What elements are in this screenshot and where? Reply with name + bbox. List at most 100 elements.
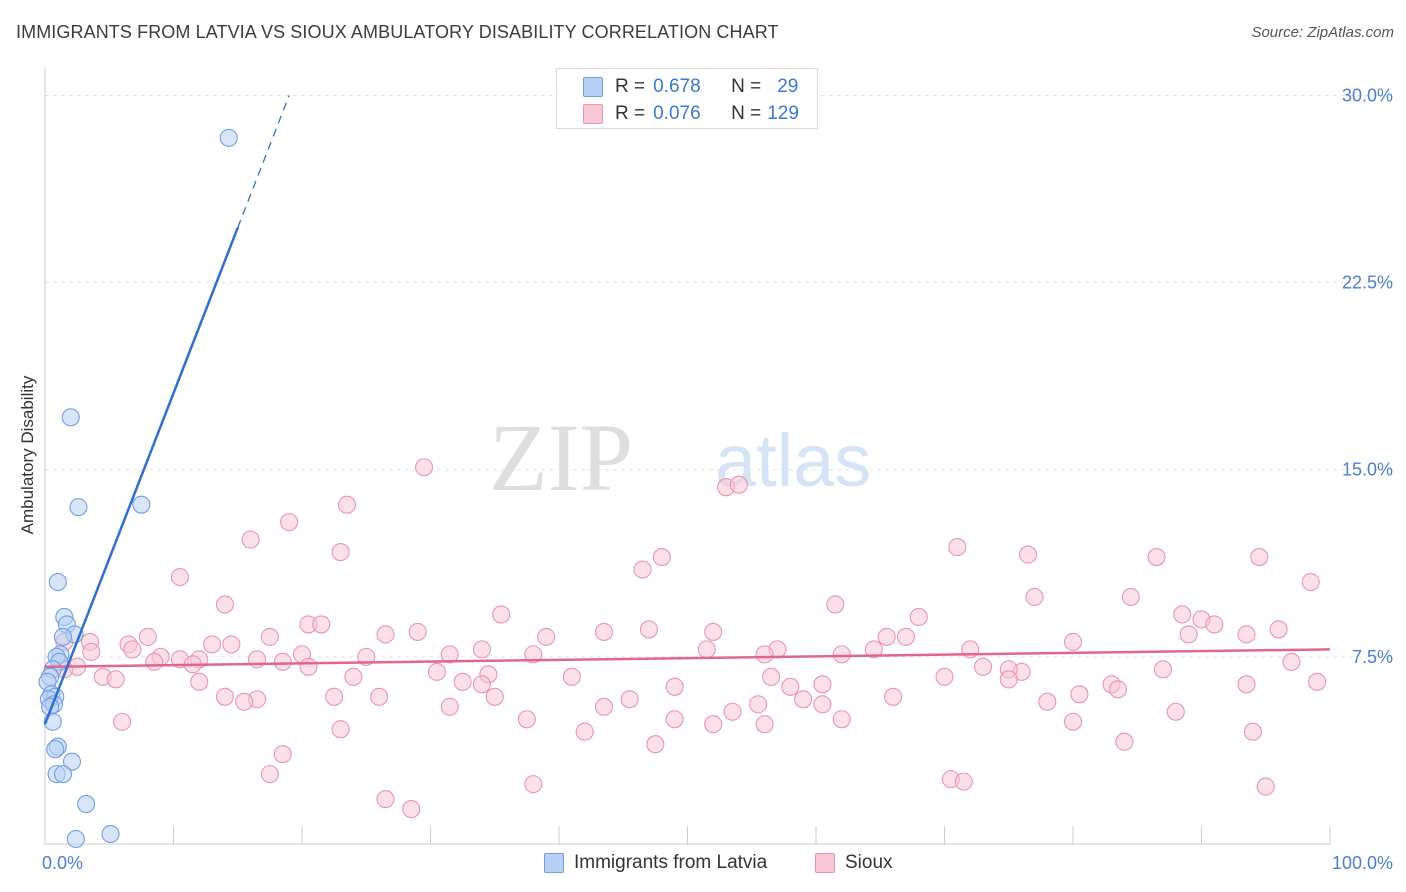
- sioux-point: [247, 650, 267, 669]
- sioux-point: [562, 667, 581, 686]
- sioux-point: [222, 635, 241, 654]
- latvia-point: [66, 829, 85, 849]
- sioux-point: [1173, 605, 1192, 624]
- sioux-point: [331, 720, 350, 739]
- sioux-trend-line: [44, 648, 1331, 669]
- sioux-point: [472, 640, 491, 659]
- series-legend-label-latvia: Immigrants from Latvia: [574, 852, 768, 873]
- sioux-point: [1256, 777, 1275, 796]
- sioux-point: [524, 645, 543, 664]
- legend-row-sioux: R = 0.076 N = 129: [615, 103, 799, 125]
- sioux-point: [123, 640, 142, 659]
- sioux-point: [1308, 672, 1327, 691]
- sioux-point: [440, 697, 459, 716]
- y-tick-label: 22.5%: [1342, 273, 1393, 293]
- sioux-point: [273, 745, 292, 764]
- sioux-point: [832, 645, 851, 664]
- sioux-point: [524, 775, 543, 794]
- sioux-point: [1018, 545, 1038, 564]
- sioux-point: [190, 672, 209, 691]
- sioux-point: [1115, 732, 1134, 751]
- sioux-point: [376, 625, 395, 644]
- latvia-point: [61, 408, 80, 427]
- sioux-point: [1205, 615, 1224, 634]
- sioux-point: [453, 672, 472, 691]
- sioux-point: [1063, 712, 1083, 731]
- latvia-trend-extension: [237, 95, 290, 228]
- sioux-point: [832, 710, 851, 729]
- latvia-point: [53, 627, 73, 646]
- legend-r-label: R =: [615, 76, 646, 97]
- sioux-point: [492, 605, 511, 624]
- legend-r-value-sioux: 0.076: [653, 103, 701, 124]
- legend-n-label: N =: [731, 76, 762, 97]
- watermark: ZIP atlas: [489, 404, 871, 511]
- sioux-point: [241, 530, 260, 549]
- sioux-point: [1282, 652, 1301, 671]
- series-legend-item-latvia: Immigrants from Latvia: [544, 852, 767, 874]
- sioux-point: [1038, 692, 1057, 711]
- series-legend: Immigrants from Latvia Sioux: [0, 852, 1406, 876]
- latvia-point: [46, 740, 65, 759]
- sioux-point: [408, 622, 427, 641]
- source-label: Source: ZipAtlas.com: [1251, 24, 1394, 41]
- latvia-point: [48, 572, 67, 592]
- x-tick-label: 0.0%: [42, 853, 83, 873]
- sioux-point: [472, 675, 491, 694]
- sioux-point: [620, 690, 639, 709]
- sioux-point: [896, 627, 916, 646]
- legend-swatch-sioux: [583, 104, 603, 124]
- sioux-point: [331, 543, 350, 562]
- sioux-point: [794, 690, 813, 709]
- sioux-point: [113, 712, 132, 731]
- sioux-point: [729, 475, 748, 494]
- sioux-point: [325, 687, 344, 706]
- sioux-point: [575, 722, 594, 741]
- legend-r-value-latvia: 0.678: [653, 76, 701, 97]
- sioux-point: [1179, 625, 1198, 644]
- legend-n-value-sioux: 129: [767, 103, 799, 124]
- series-legend-label-sioux: Sioux: [845, 852, 893, 873]
- sioux-point: [485, 687, 504, 706]
- sioux-point: [948, 538, 967, 557]
- sioux-point: [633, 560, 652, 579]
- sioux-point: [145, 652, 164, 671]
- sioux-point: [954, 772, 973, 791]
- sioux-point: [1243, 722, 1262, 741]
- sioux-point: [761, 667, 781, 686]
- sioux-point: [1166, 702, 1185, 721]
- sioux-point: [299, 657, 318, 676]
- legend-n-value-latvia: 29: [777, 76, 799, 97]
- tick-labels: 7.5% 15.0% 22.5% 30.0% 0.0% 100.0%: [42, 85, 1393, 873]
- sioux-point: [652, 548, 671, 567]
- sioux-point: [517, 710, 536, 729]
- sioux-point: [260, 765, 279, 784]
- latvia-point: [101, 824, 120, 844]
- sioux-point: [1301, 572, 1320, 592]
- sioux-point: [1147, 548, 1166, 567]
- sioux-point: [440, 645, 459, 664]
- sioux-point: [280, 513, 299, 532]
- latvia-trend-line: [43, 227, 239, 725]
- sioux-point: [1237, 675, 1256, 694]
- watermark-zip: ZIP: [489, 404, 633, 511]
- grid-lines: [45, 94, 1392, 658]
- latvia-point: [219, 128, 238, 147]
- latvia-point: [62, 752, 82, 771]
- sioux-point: [1250, 548, 1269, 567]
- sioux-point: [215, 595, 234, 614]
- x-tick-label: 100.0%: [1332, 853, 1393, 873]
- latvia-point: [77, 795, 96, 814]
- sioux-point: [1237, 625, 1256, 644]
- sioux-point: [864, 640, 883, 659]
- sioux-point: [357, 647, 376, 666]
- chart-title: IMMIGRANTS FROM LATVIA VS SIOUX AMBULATO…: [16, 22, 779, 42]
- axes: [44, 68, 1331, 845]
- sioux-point: [203, 635, 222, 654]
- legend-swatch-latvia: [583, 77, 603, 97]
- sioux-point: [826, 595, 845, 614]
- series-legend-swatch-latvia: [544, 853, 564, 873]
- sioux-point: [665, 677, 684, 696]
- correlation-legend: R = 0.678 N = 29 R = 0.076 N = 129: [556, 68, 818, 129]
